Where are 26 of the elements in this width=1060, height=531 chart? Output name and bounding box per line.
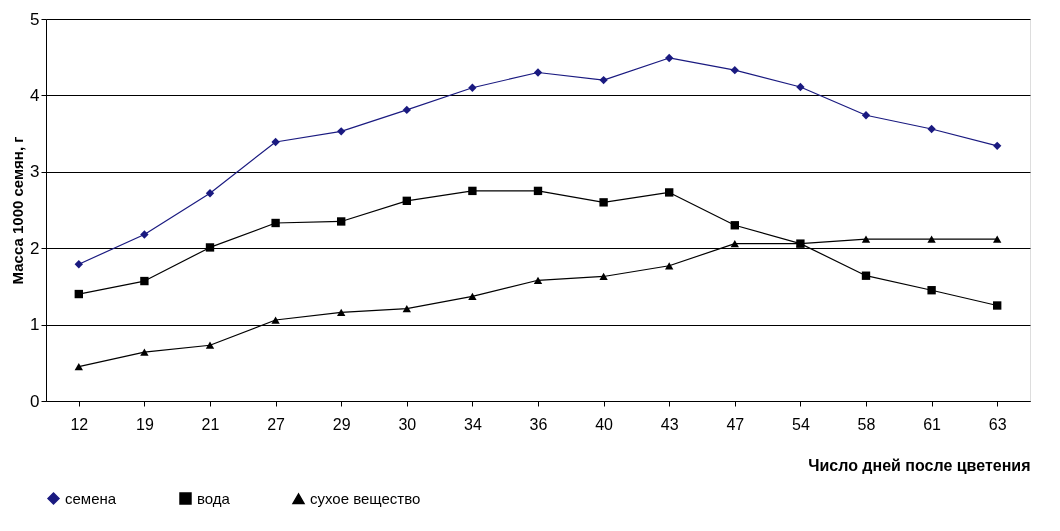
y-tick-label: 2 bbox=[30, 238, 40, 258]
x-axis-title: Число дней после цветения bbox=[808, 456, 1031, 474]
x-tick-label: 40 bbox=[595, 415, 614, 433]
x-tick-label: 29 bbox=[332, 415, 351, 433]
x-tick-label: 36 bbox=[529, 415, 548, 433]
legend-label: семена bbox=[65, 489, 117, 507]
y-tick-label: 1 bbox=[30, 315, 40, 335]
legend-label: вода bbox=[197, 489, 231, 507]
x-tick-label: 12 bbox=[70, 415, 89, 433]
x-tick-label: 27 bbox=[267, 415, 286, 433]
y-tick-label: 4 bbox=[30, 85, 40, 105]
x-tick-label: 63 bbox=[988, 415, 1007, 433]
y-tick-label: 5 bbox=[30, 9, 40, 29]
y-axis-title: Масса 1000 семян, г bbox=[9, 136, 27, 285]
x-tick-label: 34 bbox=[464, 415, 482, 433]
legend-label: сухое вещество bbox=[310, 489, 421, 507]
x-tick-label: 21 bbox=[201, 415, 220, 433]
x-tick-label: 58 bbox=[857, 415, 876, 433]
x-tick-label: 54 bbox=[792, 415, 810, 433]
x-tick-label: 19 bbox=[136, 415, 154, 433]
x-tick-label: 43 bbox=[660, 415, 679, 433]
x-tick-label: 61 bbox=[923, 415, 942, 433]
x-tick-label: 47 bbox=[726, 415, 745, 433]
y-tick-label: 0 bbox=[30, 391, 40, 411]
y-tick-label: 3 bbox=[30, 162, 40, 182]
x-tick-label: 30 bbox=[398, 415, 417, 433]
